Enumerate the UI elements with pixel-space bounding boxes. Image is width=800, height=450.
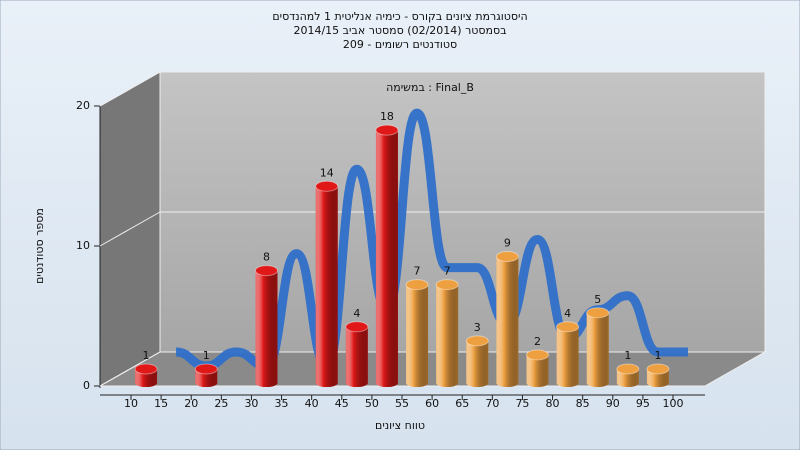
bar (465, 335, 489, 387)
x-tick-label: 100 (663, 397, 684, 410)
bar-top (465, 335, 489, 347)
title-line: היסטוגרמת ציונים בקורס - כימיה אנליטית 1… (272, 10, 527, 23)
bar (255, 265, 278, 387)
x-tick-label: 40 (305, 397, 319, 410)
bar-shade (406, 284, 429, 387)
value-label: 1 (624, 349, 631, 362)
x-tick-label: 30 (244, 397, 258, 410)
value-label: 18 (380, 110, 394, 123)
bar (586, 307, 610, 387)
subtitle: במשימה : Final_B (386, 81, 474, 94)
bar-shade (436, 284, 459, 387)
x-tick-label: 85 (576, 397, 590, 410)
x-tick-label: 95 (636, 397, 650, 410)
title-line: בסמסטר (02/2014) סמסטר אביב 2014/15 (293, 24, 506, 37)
value-label: 9 (504, 237, 511, 250)
bar-top (255, 265, 278, 277)
bar-top (405, 279, 429, 291)
x-tick-label: 60 (425, 397, 439, 410)
bar (435, 279, 459, 387)
x-tick-label: 45 (335, 397, 349, 410)
value-label: 3 (474, 321, 481, 334)
bar (315, 180, 339, 387)
bar (345, 321, 369, 387)
bar-top (345, 321, 369, 333)
grid-line (99, 71, 161, 107)
bar-shade (195, 368, 218, 387)
value-label: 14 (320, 166, 334, 179)
x-tick-label: 35 (275, 397, 289, 410)
value-label: 4 (353, 307, 360, 320)
trend-ribbon (175, 108, 688, 371)
bar-top (646, 363, 670, 375)
bar-top (435, 279, 459, 291)
x-tick-label: 55 (395, 397, 409, 410)
x-tick-label: 10 (124, 397, 138, 410)
value-label: 7 (444, 265, 451, 278)
bar-top (556, 321, 580, 333)
y-tick-label: 0 (83, 379, 90, 392)
bar (526, 349, 549, 387)
bar (616, 363, 640, 387)
bar-top (134, 363, 158, 375)
x-tick-label: 25 (214, 397, 228, 410)
bar (646, 363, 670, 387)
x-tick-label: 80 (546, 397, 560, 410)
bar (375, 124, 399, 387)
bar-top (315, 180, 339, 192)
title-line: סטודנטים רשומים - 209 (343, 38, 457, 51)
x-tick-label: 50 (365, 397, 379, 410)
x-tick-label: 20 (184, 397, 198, 410)
value-label: 4 (564, 307, 571, 320)
bar-top (495, 251, 519, 263)
bar-shade (496, 256, 519, 388)
bar-shade (315, 186, 338, 387)
bar-top (194, 363, 218, 375)
y-tick-label: 20 (76, 99, 90, 112)
bar-shade (375, 130, 398, 387)
value-label: 7 (414, 265, 421, 278)
bar-shade (255, 270, 278, 387)
bar (556, 321, 580, 387)
bar-top (586, 307, 610, 319)
x-tick-label: 15 (154, 397, 168, 410)
value-label: 5 (594, 293, 601, 306)
x-tick-label: 70 (485, 397, 499, 410)
value-label: 1 (654, 349, 661, 362)
x-tick-label: 90 (606, 397, 620, 410)
x-tick-label: 75 (515, 397, 529, 410)
bar-top (526, 349, 549, 361)
grid-line (99, 351, 161, 387)
bar-shade (646, 368, 669, 387)
bar-shade (556, 326, 579, 387)
bar (194, 363, 218, 387)
value-label: 1 (143, 349, 150, 362)
bar-top (616, 363, 640, 375)
bar-top (375, 124, 399, 136)
y-tick-label: 10 (76, 239, 90, 252)
value-label: 8 (263, 251, 270, 264)
bar-shade (466, 340, 489, 387)
bar (495, 251, 519, 388)
bar (134, 363, 158, 387)
value-label: 1 (203, 349, 210, 362)
bar-shade (526, 354, 549, 387)
value-label: 2 (534, 335, 541, 348)
bar-shade (586, 312, 609, 387)
y-axis-label: מספר סטודנטים (33, 208, 46, 284)
bar-shade (135, 368, 158, 387)
x-tick-label: 65 (455, 397, 469, 410)
bar-shade (345, 326, 368, 387)
bar-shade (616, 368, 639, 387)
bar (405, 279, 429, 387)
x-axis-label: טווח ציונים (375, 419, 425, 432)
grid-line (99, 211, 161, 247)
